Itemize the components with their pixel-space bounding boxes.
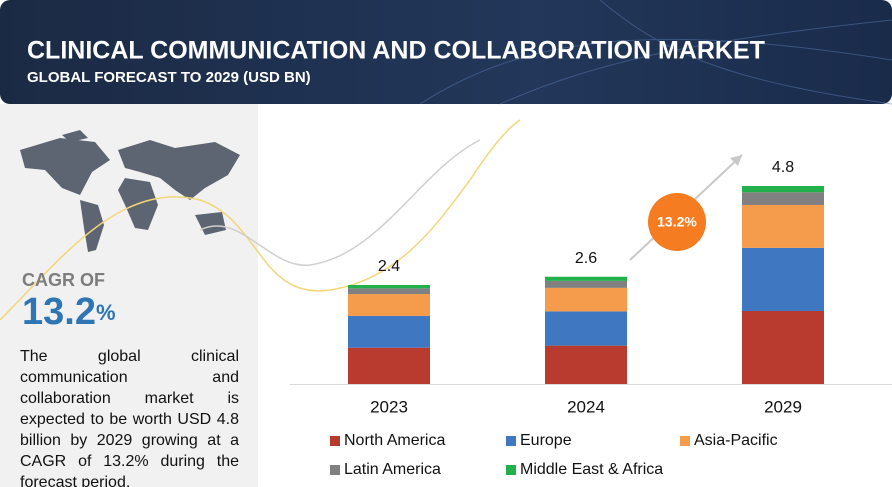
legend-swatch [330,436,340,446]
bar-segment [742,204,824,248]
bar-segment [545,276,627,281]
x-tick-label: 2024 [567,397,605,416]
legend-label: Europe [520,432,572,449]
bar-segment [545,280,627,288]
header-band [0,0,892,104]
bar-segment [742,247,824,311]
cagr-label: CAGR OF [22,270,105,290]
bar-segment [742,186,824,193]
bar-segment [348,294,430,316]
bar-segment [348,315,430,348]
bar-segment [742,192,824,205]
world-map [20,130,240,252]
header-decoration [419,0,892,105]
legend-swatch [330,465,340,475]
legend-swatch [506,436,516,446]
decor-curve [0,119,521,321]
bar-segment [348,288,430,295]
cagr-unit: % [96,300,116,325]
cagr-badge-circle [648,193,706,251]
cagr-number: 13.2 [22,291,96,333]
decor-curve [199,139,481,266]
growth-arrow-head [730,155,742,166]
legend-label: Middle East & Africa [520,461,663,478]
legend-label: North America [344,432,445,449]
bar-segment [545,345,627,384]
bar-segment [348,285,430,289]
description: The global clinical communication and co… [20,348,239,487]
total-label: 2.4 [378,258,400,275]
cagr-badge: 13.2% [657,214,697,230]
legend-swatch [680,436,690,446]
legend-swatch [506,465,516,475]
legend-label: Latin America [344,461,441,478]
total-label: 2.6 [575,250,597,267]
bar-segment [545,311,627,346]
subtitle: GLOBAL FORECAST TO 2029 (USD BN) [27,69,311,86]
title: CLINICAL COMMUNICATION AND COLLABORATION… [27,37,765,65]
cagr-value: 13.2% [22,291,116,333]
bar-segment [742,310,824,384]
x-tick-label: 2029 [764,397,802,416]
x-tick-label: 2023 [370,397,408,416]
legend-label: Asia-Pacific [694,432,778,449]
bar-segment [348,347,430,384]
bar-segment [545,287,627,312]
total-label: 4.8 [772,159,794,176]
